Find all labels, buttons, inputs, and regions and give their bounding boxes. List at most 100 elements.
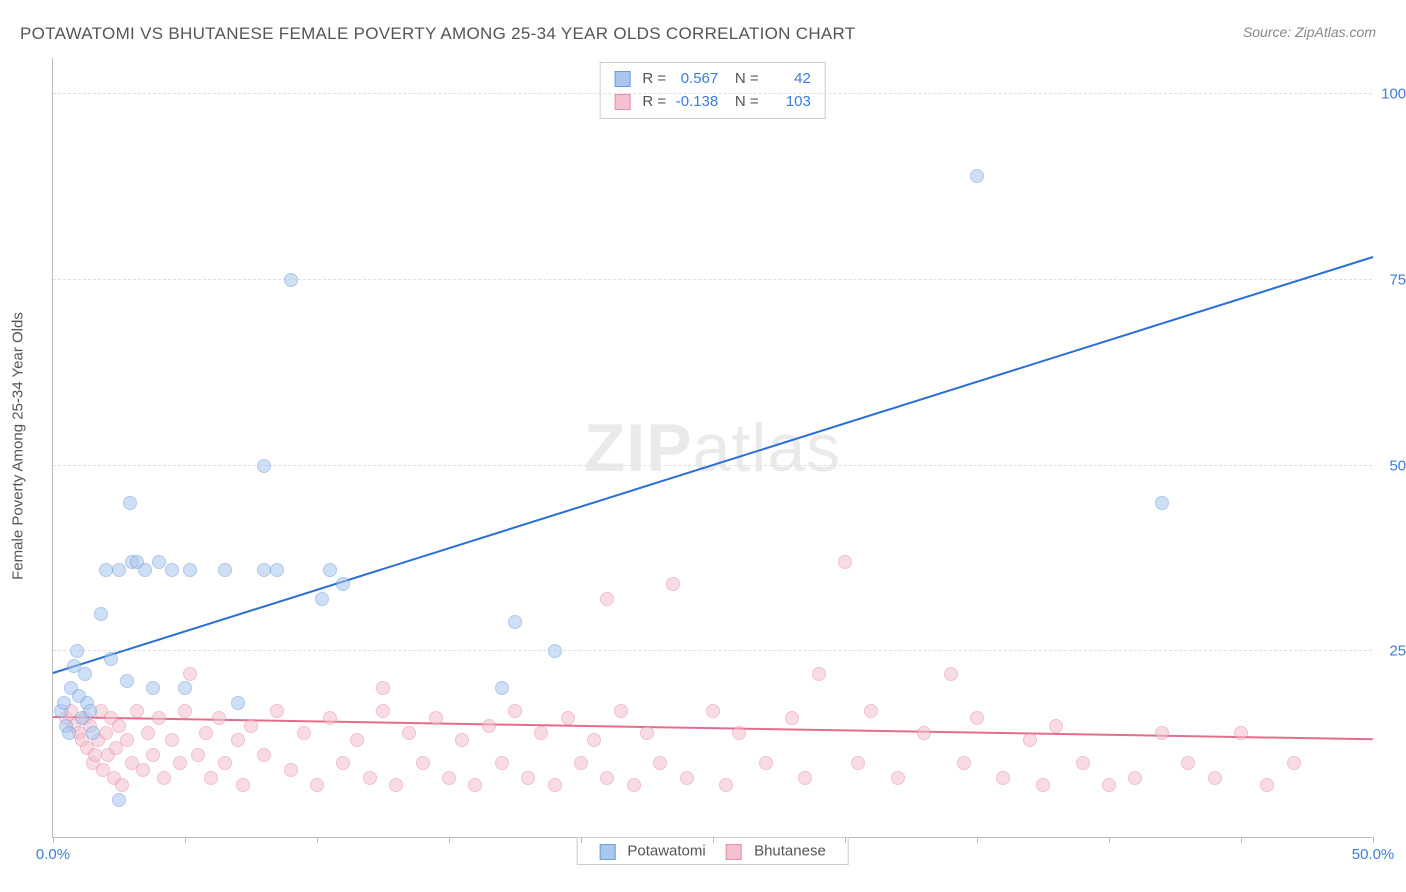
data-point xyxy=(152,555,166,569)
data-point xyxy=(442,771,456,785)
grid-line xyxy=(53,279,1372,280)
data-point xyxy=(970,169,984,183)
data-point xyxy=(141,726,155,740)
data-point xyxy=(429,711,443,725)
x-tick xyxy=(449,837,450,843)
data-point xyxy=(99,726,113,740)
x-tick xyxy=(317,837,318,843)
data-point xyxy=(123,496,137,510)
data-point xyxy=(1260,778,1274,792)
data-point xyxy=(548,778,562,792)
data-point xyxy=(706,704,720,718)
data-point xyxy=(1234,726,1248,740)
data-point xyxy=(310,778,324,792)
data-point xyxy=(236,778,250,792)
data-point xyxy=(199,726,213,740)
data-point xyxy=(521,771,535,785)
data-point xyxy=(1208,771,1222,785)
data-point xyxy=(270,704,284,718)
data-point xyxy=(389,778,403,792)
data-point xyxy=(917,726,931,740)
data-point xyxy=(376,681,390,695)
y-tick-label: 75.0% xyxy=(1377,271,1406,288)
data-point xyxy=(112,719,126,733)
data-point xyxy=(270,563,284,577)
grid-line xyxy=(53,93,1372,94)
data-point xyxy=(257,748,271,762)
data-point xyxy=(574,756,588,770)
y-tick-label: 50.0% xyxy=(1377,457,1406,474)
data-point xyxy=(212,711,226,725)
data-point xyxy=(99,563,113,577)
data-point xyxy=(640,726,654,740)
legend-swatch-0 xyxy=(599,844,615,860)
stats-row-0: R = 0.567 N = 42 xyxy=(614,68,811,91)
data-point xyxy=(1128,771,1142,785)
x-tick-label: 0.0% xyxy=(36,846,70,863)
x-tick xyxy=(1109,837,1110,843)
data-point xyxy=(191,748,205,762)
x-tick xyxy=(1241,837,1242,843)
data-point xyxy=(204,771,218,785)
data-point xyxy=(561,711,575,725)
data-point xyxy=(157,771,171,785)
data-point xyxy=(666,577,680,591)
r-label-0: R = xyxy=(642,70,666,87)
data-point xyxy=(257,563,271,577)
x-tick-label: 50.0% xyxy=(1352,846,1395,863)
n-label-0: N = xyxy=(735,70,759,87)
data-point xyxy=(534,726,548,740)
data-point xyxy=(838,555,852,569)
data-point xyxy=(244,719,258,733)
data-point xyxy=(104,652,118,666)
data-point xyxy=(944,667,958,681)
data-point xyxy=(416,756,430,770)
legend-label-1: Bhutanese xyxy=(754,843,826,860)
data-point xyxy=(1155,726,1169,740)
data-point xyxy=(146,681,160,695)
data-point xyxy=(112,793,126,807)
data-point xyxy=(1155,496,1169,510)
data-point xyxy=(152,711,166,725)
data-point xyxy=(864,704,878,718)
data-point xyxy=(495,681,509,695)
x-tick xyxy=(53,837,54,843)
data-point xyxy=(284,763,298,777)
x-tick xyxy=(845,837,846,843)
data-point xyxy=(70,644,84,658)
data-point xyxy=(587,733,601,747)
data-point xyxy=(1049,719,1063,733)
y-tick-label: 25.0% xyxy=(1377,643,1406,660)
data-point xyxy=(482,719,496,733)
data-point xyxy=(231,733,245,747)
x-tick xyxy=(581,837,582,843)
x-tick xyxy=(977,837,978,843)
chart-title: POTAWATOMI VS BHUTANESE FEMALE POVERTY A… xyxy=(20,24,856,44)
data-point xyxy=(112,563,126,577)
data-point xyxy=(284,273,298,287)
data-point xyxy=(363,771,377,785)
chart-container: POTAWATOMI VS BHUTANESE FEMALE POVERTY A… xyxy=(0,0,1406,892)
data-point xyxy=(680,771,694,785)
r-label-1: R = xyxy=(642,93,666,110)
data-point xyxy=(600,592,614,606)
legend-item-1: Bhutanese xyxy=(726,842,826,859)
data-point xyxy=(183,667,197,681)
data-point xyxy=(336,756,350,770)
watermark: ZIPatlas xyxy=(584,409,841,487)
n-value-0: 42 xyxy=(763,68,811,91)
data-point xyxy=(627,778,641,792)
data-point xyxy=(376,704,390,718)
data-point xyxy=(178,681,192,695)
data-point xyxy=(183,563,197,577)
data-point xyxy=(323,711,337,725)
r-value-0: 0.567 xyxy=(670,68,718,91)
swatch-series-1 xyxy=(614,94,630,110)
x-tick xyxy=(713,837,714,843)
legend-swatch-1 xyxy=(726,844,742,860)
data-point xyxy=(165,733,179,747)
data-point xyxy=(78,667,92,681)
data-point xyxy=(1076,756,1090,770)
data-point xyxy=(315,592,329,606)
data-point xyxy=(759,756,773,770)
